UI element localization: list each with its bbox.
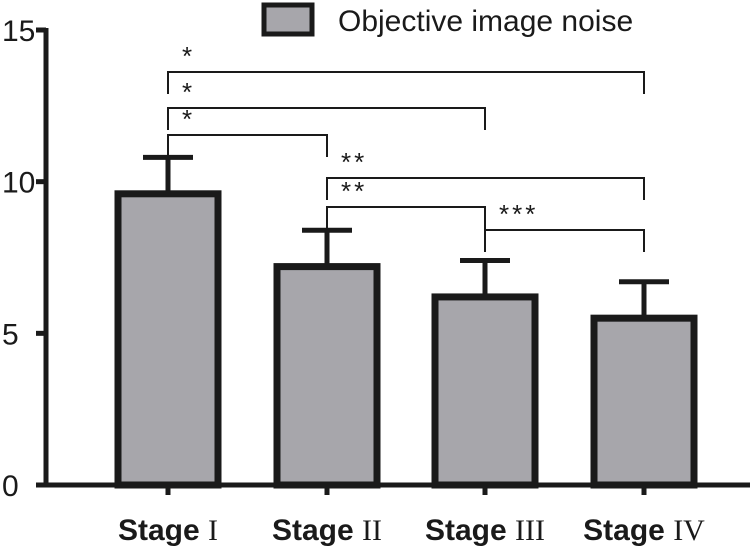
significance-label: * [182, 104, 195, 134]
bar [590, 314, 698, 489]
significance-label: ** [341, 147, 367, 177]
significance-bracket [326, 177, 645, 200]
significance-label: * [182, 41, 195, 71]
significance-bracket [326, 206, 486, 229]
x-tick-label: Stage III [425, 514, 545, 547]
legend-swatch [261, 2, 315, 37]
x-tick-label-stage: Stage [272, 514, 362, 547]
y-tick-label: 10 [2, 167, 35, 200]
x-tick-label-numeral: III [515, 514, 545, 547]
significance-bracket [167, 107, 486, 130]
x-tick-label-numeral: IV [673, 514, 705, 547]
significance-bracket [167, 71, 645, 94]
y-tick-label: 5 [2, 318, 19, 351]
significance-label: *** [499, 199, 538, 229]
significance-bracket [484, 229, 645, 252]
x-tick-label-stage: Stage [583, 514, 673, 547]
x-tick-label-numeral: I [208, 514, 218, 547]
significance-bracket [167, 134, 328, 157]
x-tick-label: Stage II [272, 514, 382, 547]
significance-brackets: ********** [167, 41, 645, 252]
y-tick-label: 15 [2, 15, 35, 48]
x-tick-label: Stage IV [583, 514, 705, 547]
x-tick-label-numeral: II [362, 514, 382, 547]
bars [114, 154, 698, 489]
bar [431, 293, 539, 489]
bar [114, 190, 222, 489]
y-tick-label: 0 [2, 470, 19, 503]
significance-label: * [182, 77, 195, 107]
x-tick-label-stage: Stage [425, 514, 515, 547]
bar [273, 263, 381, 489]
significance-label: ** [341, 176, 367, 206]
legend-label: Objective image noise [338, 5, 633, 38]
x-tick-label-stage: Stage [118, 514, 208, 547]
x-tick-label: Stage I [118, 514, 218, 547]
legend: Objective image noise [261, 2, 633, 38]
